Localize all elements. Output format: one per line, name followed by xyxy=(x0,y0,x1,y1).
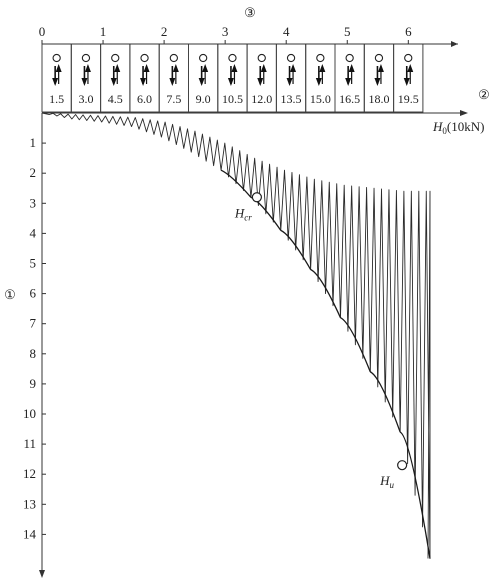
top-axis-circled-label: ③ xyxy=(244,5,256,20)
envelope-segment xyxy=(310,268,342,318)
load-arrow-head-icon xyxy=(140,78,147,86)
load-arrow-head-icon xyxy=(286,78,293,86)
load-arrow-head-icon xyxy=(110,78,117,86)
load-arrow-head-icon xyxy=(345,78,352,86)
load-step-label: 12.0 xyxy=(251,92,272,106)
load-step-label: 6.0 xyxy=(137,92,152,106)
label-layer: 0 1 2 3 4 5 6③1.5 3.0 4.5 6.0 7.5 9.0 10.5 12.0 13.5 15… xyxy=(4,5,490,541)
load-step-circle-icon xyxy=(169,53,178,63)
y-axis-tick-label: 12 xyxy=(23,466,36,481)
load-arrow-head-icon xyxy=(257,78,264,86)
load-arrow-head-icon xyxy=(227,78,234,86)
y-axis-tick-label: 4 xyxy=(30,225,37,240)
load-arrow-head-icon xyxy=(403,78,410,86)
y-axis-tick-label: 5 xyxy=(30,256,37,271)
top-axis-tick-label: 5 xyxy=(344,24,351,39)
load-arrow-head-icon xyxy=(407,64,414,72)
envelope-segment xyxy=(340,317,371,373)
load-step-circle-icon xyxy=(52,53,61,63)
y-axis-tick-label: 10 xyxy=(23,406,36,421)
load-arrow-head-icon xyxy=(172,64,179,72)
load-arrow-head-icon xyxy=(315,78,322,86)
top-axis-tick-label: 2 xyxy=(161,24,168,39)
cyclic-curve-layer xyxy=(41,112,431,559)
load-step-label: 15.0 xyxy=(310,92,331,106)
load-step-circle-icon xyxy=(111,53,120,63)
load-arrow-head-icon xyxy=(114,64,121,72)
load-step-circle-icon xyxy=(374,53,384,63)
load-step-label: 9.0 xyxy=(196,92,211,106)
load-step-circle-icon xyxy=(286,53,296,63)
load-axis-arrow xyxy=(460,110,468,116)
load-arrow-head-icon xyxy=(169,78,176,86)
load-step-label: 7.5 xyxy=(166,92,181,106)
load-step-circle-icon xyxy=(198,53,208,63)
load-arrow-head-icon xyxy=(290,64,297,72)
envelope-segment xyxy=(369,371,401,433)
load-arrow-head-icon xyxy=(198,78,205,86)
load-step-circle-icon xyxy=(257,53,266,63)
annotation-label: Hu xyxy=(379,473,394,490)
load-step-label: 1.5 xyxy=(49,92,64,106)
load-arrow-head-icon xyxy=(143,64,150,72)
y-axis-tick-label: 1 xyxy=(30,135,37,150)
annotation-marker xyxy=(397,460,408,471)
load-step-circle-icon xyxy=(81,53,91,63)
load-arrow-head-icon xyxy=(231,64,238,72)
load-step-label: 4.5 xyxy=(108,92,123,106)
y-axis-tick-label: 11 xyxy=(23,436,36,451)
load-step-circle-icon xyxy=(404,53,413,63)
top-axis-arrow xyxy=(451,41,458,47)
envelope-segment xyxy=(280,229,312,270)
load-step-circle-icon xyxy=(345,53,354,63)
load-step-label: 19.5 xyxy=(398,92,419,106)
y-axis-tick-label: 2 xyxy=(30,165,37,180)
top-axis-tick-label: 6 xyxy=(405,24,412,39)
load-step-label: 3.0 xyxy=(78,92,93,106)
y-axis-tick-label: 9 xyxy=(30,376,37,391)
load-arrow-head-icon xyxy=(52,78,59,86)
load-step-label: 16.5 xyxy=(339,92,360,106)
axes-layer xyxy=(39,40,468,578)
envelope-segment xyxy=(399,431,431,559)
load-arrow-head-icon xyxy=(84,64,91,72)
annotation-marker xyxy=(251,192,262,203)
y-axis-arrow xyxy=(39,570,45,578)
load-arrow-head-icon xyxy=(202,64,209,72)
load-arrow-head-icon xyxy=(260,64,267,72)
y-axis-tick-label: 7 xyxy=(30,316,37,331)
load-arrow-head-icon xyxy=(81,78,88,86)
y-axis-circled-label: ① xyxy=(4,287,16,302)
y-axis-tick-label: 3 xyxy=(30,195,37,210)
load-step-boxes xyxy=(41,43,424,113)
top-axis-tick-label: 1 xyxy=(100,24,107,39)
annotation-label: Hcr xyxy=(234,205,252,222)
y-axis-tick-label: 6 xyxy=(30,286,37,301)
load-arrow-head-icon xyxy=(319,64,326,72)
top-axis-tick-label: 0 xyxy=(39,24,46,39)
load-axis-title: H0(10kN) xyxy=(432,119,484,136)
load-step-circle-icon xyxy=(316,53,325,63)
load-arrow-head-icon xyxy=(377,64,384,72)
load-step-circle-icon xyxy=(228,53,237,63)
cyclic-displacement-curve xyxy=(41,112,431,559)
load-step-label: 10.5 xyxy=(222,92,243,106)
load-step-label: 13.5 xyxy=(281,92,302,106)
load-axis-circled-label: ② xyxy=(478,87,490,102)
load-step-label: 18.0 xyxy=(368,92,389,106)
envelope-segment xyxy=(220,169,252,198)
y-axis-tick-label: 13 xyxy=(23,496,36,511)
y-axis-tick-label: 8 xyxy=(30,346,37,361)
load-arrow-head-icon xyxy=(374,78,381,86)
load-arrow-head-icon xyxy=(55,64,62,72)
load-step-circle-icon xyxy=(140,53,149,63)
top-axis-tick-label: 4 xyxy=(283,24,290,39)
top-axis-tick-label: 3 xyxy=(222,24,229,39)
load-arrow-head-icon xyxy=(348,64,355,72)
y-axis-tick-label: 14 xyxy=(23,526,37,541)
